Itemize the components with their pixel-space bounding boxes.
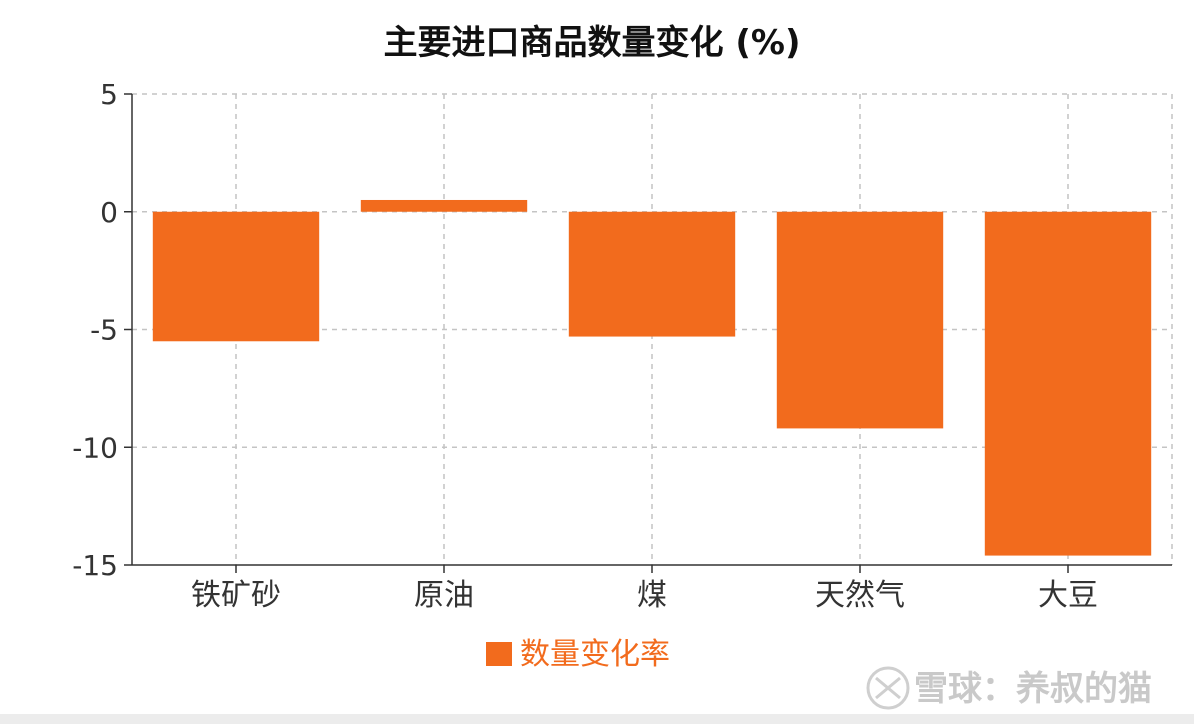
y-tick-label: 5 (100, 78, 118, 111)
y-tick-label: 0 (100, 196, 118, 229)
x-tick-label: 大豆 (1038, 578, 1098, 613)
bottom-strip (0, 714, 1194, 724)
bars (152, 199, 1152, 556)
bar[interactable] (984, 211, 1152, 556)
legend-label: 数量变化率 (520, 637, 670, 672)
chart-title: 主要进口商品数量变化 (%) (384, 23, 801, 63)
x-tick-label: 铁矿砂 (191, 578, 281, 613)
x-tick-label: 煤 (637, 578, 667, 613)
watermark: 雪球：养叔的猫 (866, 666, 1152, 710)
bar[interactable] (776, 211, 944, 429)
watermark-text: 雪球：养叔的猫 (914, 669, 1152, 709)
y-tick-label: -10 (72, 431, 118, 464)
snowball-logo-icon (866, 666, 910, 710)
bar[interactable] (360, 199, 528, 212)
legend[interactable]: 数量变化率 (486, 637, 670, 672)
x-axis-ticks: 铁矿砂 原油 煤 天然气 大豆 (191, 565, 1098, 613)
x-tick-label: 原油 (414, 578, 474, 613)
y-tick-label: -5 (90, 314, 118, 347)
bar[interactable] (152, 211, 320, 342)
bar[interactable] (568, 211, 736, 337)
y-tick-label: -15 (72, 549, 118, 582)
legend-swatch (486, 642, 512, 666)
y-axis-ticks: 5 0 -5 -10 -15 (72, 78, 132, 582)
x-tick-label: 天然气 (815, 578, 905, 613)
